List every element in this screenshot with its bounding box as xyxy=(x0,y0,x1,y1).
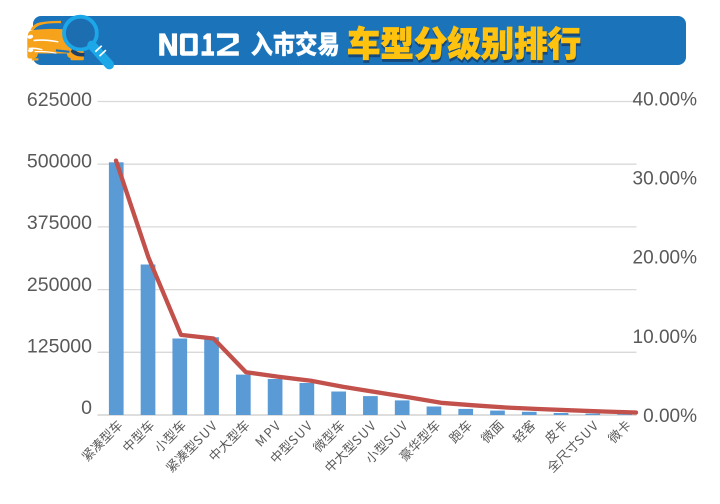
svg-text:0.00%: 0.00% xyxy=(643,406,697,427)
svg-text:0: 0 xyxy=(81,397,92,419)
svg-text:375000: 375000 xyxy=(27,212,92,234)
svg-text:625000: 625000 xyxy=(27,89,92,111)
svg-text:500000: 500000 xyxy=(27,151,92,173)
svg-text:30.00%: 30.00% xyxy=(633,169,698,190)
svg-text:250000: 250000 xyxy=(27,274,92,296)
svg-text:10.00%: 10.00% xyxy=(633,327,698,348)
svg-text:125000: 125000 xyxy=(27,335,92,357)
svg-text:20.00%: 20.00% xyxy=(633,248,698,269)
svg-text:40.00%: 40.00% xyxy=(633,90,698,111)
